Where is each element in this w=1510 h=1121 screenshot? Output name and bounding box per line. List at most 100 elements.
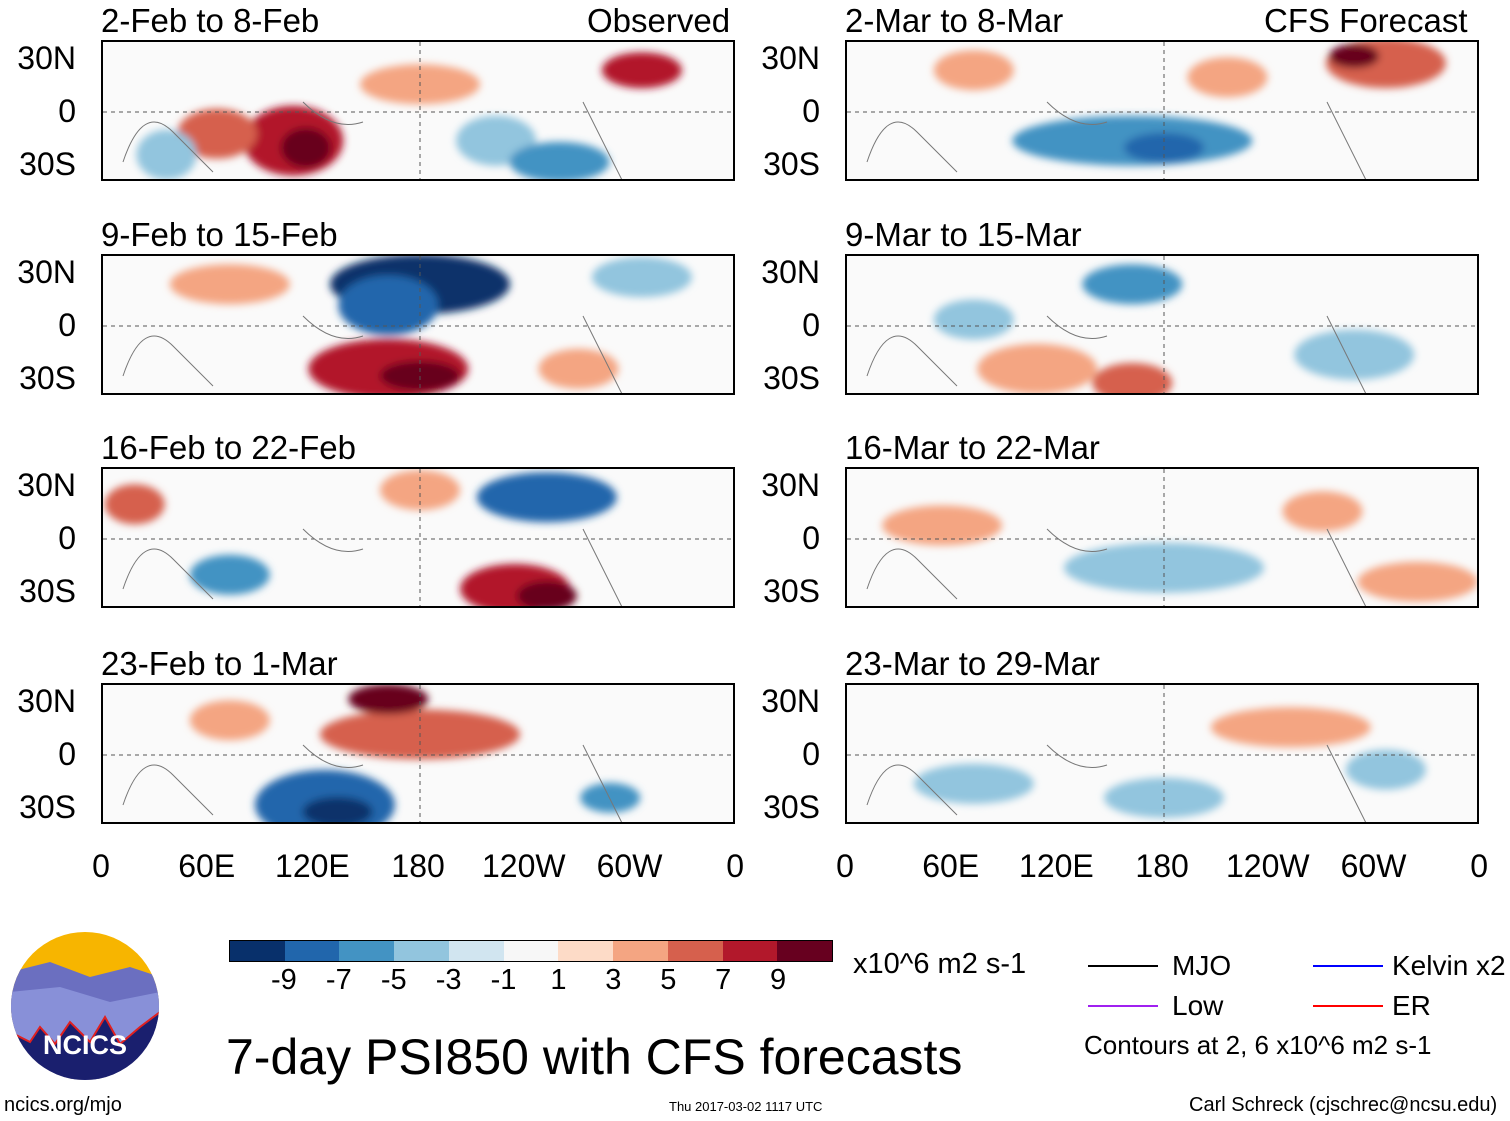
legend-kelvin: Kelvin x2: [1392, 950, 1506, 981]
colorbar-label: 3: [605, 964, 622, 996]
coastline: [866, 528, 1367, 606]
y-tick-label: 30N: [17, 467, 76, 503]
author: Carl Schreck (cjschrec@ncsu.edu): [1189, 1094, 1498, 1116]
y-tick-label: 30N: [17, 40, 76, 76]
anomaly-region: [1345, 749, 1426, 790]
y-tick-label: 30S: [763, 360, 820, 396]
colorbar-swatch: [448, 941, 504, 961]
colorbar-label: 7: [715, 964, 732, 996]
forecast-map-panel: [845, 254, 1479, 395]
x-tick-label: 0: [92, 848, 110, 884]
y-tick-label: 30S: [763, 573, 820, 609]
legend-er: ER: [1392, 990, 1431, 1021]
forecast-label: CFS Forecast: [1264, 2, 1468, 39]
y-tick-label: 30S: [19, 360, 76, 396]
x-tick-label: 60E: [922, 848, 980, 884]
observed-map-panel: [101, 467, 735, 608]
y-tick-label: 30N: [761, 683, 820, 719]
anomaly-region: [1282, 491, 1363, 532]
anomaly-region: [509, 141, 610, 179]
panel-title: 16-Mar to 22-Mar: [845, 429, 1100, 466]
observed-map-panel: [101, 254, 735, 395]
anomaly-region: [977, 343, 1098, 393]
forecast-map-panel: [845, 683, 1479, 824]
anomaly-region: [516, 580, 577, 606]
anomaly-region: [189, 700, 270, 741]
coastline: [122, 744, 623, 822]
anomaly-region: [348, 685, 429, 715]
coastline: [866, 101, 1367, 179]
anomaly-region: [601, 52, 682, 89]
y-tick-label: 30N: [761, 467, 820, 503]
y-tick-label: 0: [802, 93, 820, 129]
panel-title: 23-Mar to 29-Mar: [845, 645, 1100, 682]
coastline: [122, 528, 623, 606]
legend-low: Low: [1172, 990, 1224, 1021]
forecast-map-panel: [845, 40, 1479, 181]
x-tick-label: 120E: [1019, 848, 1094, 884]
legend-line-low: [1088, 1005, 1158, 1007]
colorbar-units: x10^6 m2 s-1: [853, 948, 1027, 980]
y-tick-label: 30N: [761, 40, 820, 76]
y-tick-label: 30N: [17, 254, 76, 290]
colorbar-label: -5: [380, 964, 407, 996]
anomaly-region: [1357, 561, 1477, 602]
observed-label: Observed: [587, 2, 731, 39]
figure-title: 7-day PSI850 with CFS forecasts: [226, 1029, 963, 1085]
colorbar-label: -7: [325, 964, 352, 996]
colorbar: [229, 940, 833, 962]
anomaly-region: [580, 782, 641, 813]
panel-title: 9-Mar to 15-Mar: [845, 216, 1082, 253]
y-tick-label: 0: [802, 736, 820, 772]
colorbar-swatch: [284, 941, 340, 961]
colorbar-swatch: [558, 941, 614, 961]
anomaly-region: [1294, 329, 1415, 380]
panel-title: 23-Feb to 1-Mar: [101, 645, 338, 682]
panel-title: 2-Mar to 8-Mar: [845, 2, 1064, 39]
anomaly-region: [882, 505, 1003, 546]
x-tick-label: 0: [836, 848, 854, 884]
legend-line-mjo: [1088, 965, 1158, 967]
colorbar-label: 1: [550, 964, 567, 996]
anomaly-region: [380, 360, 460, 391]
site-link[interactable]: ncics.org/mjo: [4, 1094, 122, 1116]
x-tick-label: 0: [726, 848, 745, 884]
coastline: [122, 101, 623, 179]
ncics-logo: NCICS: [11, 932, 159, 1080]
coastline: [866, 315, 1367, 393]
x-tick-label: 180: [1135, 848, 1189, 884]
x-tick-label: 60W: [596, 848, 663, 884]
anomaly-region: [380, 470, 460, 511]
y-tick-label: 30S: [19, 789, 76, 825]
colorbar-swatch: [667, 941, 723, 961]
anomaly-region: [538, 348, 619, 389]
y-tick-label: 0: [58, 520, 76, 556]
x-tick-label: 180: [391, 848, 445, 884]
colorbar-swatch: [613, 941, 668, 961]
colorbar-swatch: [394, 941, 449, 961]
y-tick-label: 30S: [19, 573, 76, 609]
y-tick-label: 0: [58, 93, 76, 129]
colorbar-label: -3: [435, 964, 462, 996]
anomaly-region: [1187, 57, 1268, 98]
observed-map-panel: [101, 40, 735, 181]
y-tick-label: 0: [802, 307, 820, 343]
y-tick-label: 0: [58, 736, 76, 772]
anomaly-region: [280, 127, 331, 168]
colorbar-label: 5: [660, 964, 677, 996]
anomaly-region: [913, 763, 1034, 804]
panel-title: 2-Feb to 8-Feb: [101, 2, 320, 39]
anomaly-region: [177, 108, 258, 159]
x-tick-label: 120W: [1226, 848, 1310, 884]
colorbar-swatch: [777, 941, 833, 961]
logo-text: NCICS: [43, 1030, 127, 1060]
anomaly-region: [104, 484, 165, 525]
contours-note: Contours at 2, 6 x10^6 m2 s-1: [1084, 1030, 1432, 1060]
y-tick-label: 30S: [763, 146, 820, 182]
legend-line-kelvin: [1313, 965, 1383, 967]
anomaly-region: [189, 554, 270, 595]
y-tick-label: 30N: [761, 254, 820, 290]
colorbar-swatch: [230, 941, 285, 961]
coastline: [866, 744, 1367, 822]
